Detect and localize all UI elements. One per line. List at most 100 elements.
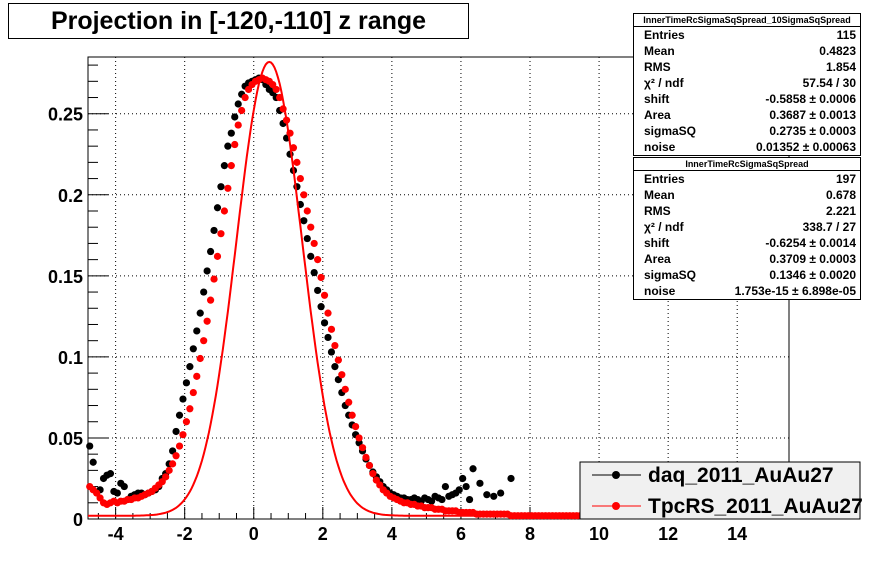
data-point [324,333,332,342]
data-point [455,486,463,494]
data-point [179,431,187,439]
data-point [179,395,187,403]
data-point [365,461,374,470]
y-tick-label: 0.1 [58,348,83,368]
data-point [327,325,336,333]
data-point [106,470,115,478]
data-point [352,423,360,431]
data-point [490,492,498,500]
x-tick-label: 6 [456,524,466,544]
data-point [172,427,180,436]
stats-row-noise: noise 0.01352 ± 0.00063 [644,140,856,154]
legend-box [579,461,861,520]
stats-box-daq: InnerTimeRcSigmaSqSpread_10SigmaSqSpread… [633,13,861,156]
stats-row-chi2: χ² / ndf 57.54 / 30 [644,76,856,90]
stats-row-mean: Mean 0.4823 [644,44,856,58]
data-point [224,184,232,192]
data-point [469,465,477,473]
stats-row-noise: noise 1.753e-15 ± 6.898e-05 [644,284,856,298]
data-point [210,275,218,283]
data-point [317,303,325,311]
data-point [200,337,208,345]
data-point [338,371,346,379]
data-point [438,495,446,504]
data-point [227,162,235,170]
stats-row-entries: Entries 115 [644,28,856,42]
x-tick-label: -4 [108,524,124,544]
data-point [320,291,329,299]
data-point [331,363,339,371]
stats-row-sigmasq: sigmaSQ 0.2735 ± 0.0003 [644,124,856,138]
y-tick-label: 0.15 [48,267,83,287]
data-point [186,405,194,413]
legend-marker-daq [612,471,620,479]
data-point [196,309,204,317]
data-point [213,204,222,212]
data-point [175,411,184,419]
data-point [217,230,225,238]
data-point [220,207,229,215]
data-point [293,158,301,166]
data-point [320,319,329,327]
stats-row-mean: Mean 0.678 [644,188,856,202]
data-point [327,348,336,356]
legend-label-daq: daq_2011_AuAu27 [648,464,834,487]
x-tick-label: 8 [525,524,535,544]
data-point [186,363,194,371]
data-point [193,327,201,335]
data-point [86,442,94,450]
data-point [331,341,339,350]
legend-label-tpcrs: TpcRS_2011_AuAu27 [648,495,863,518]
series-tpcrs [86,74,588,520]
data-point [162,473,170,481]
x-tick-label: 12 [658,524,678,544]
stats-row-rms: RMS 2.221 [644,204,856,218]
stats-row-shift: shift -0.5858 ± 0.0006 [644,92,856,106]
data-point [369,470,377,478]
data-point [206,296,215,304]
data-point [231,140,239,149]
data-point [234,100,242,108]
stats-header: InnerTimeRcSigmaSqSpread [634,158,860,171]
data-point [310,239,318,248]
data-point [224,142,232,150]
x-tick-label: 10 [589,524,609,544]
data-point [227,129,235,137]
data-point [462,482,470,491]
data-point [476,479,484,487]
data-point [238,106,246,115]
x-tick-label: 4 [387,524,397,544]
x-tick-label: 0 [249,524,259,544]
chart-title: Projection in [-120,-110] z range [50,7,427,35]
x-tick-label: 14 [727,524,747,544]
data-point [334,356,342,364]
data-point [169,460,177,468]
x-tick-label: 2 [318,524,328,544]
data-point [189,345,197,353]
data-point [310,269,318,277]
y-axis: 0 0.05 0.1 0.15 0.2 0.25 [48,64,108,530]
data-point [210,226,218,235]
data-point [300,191,308,199]
legend: daq_2011_AuAu27 TpcRS_2011_AuAu27 [579,461,863,520]
data-point [234,121,242,129]
chart-title-box: Projection in [-120,-110] z range [8,3,469,39]
stats-row-area: Area 0.3709 ± 0.0003 [644,252,856,266]
stats-box-tpcrs: InnerTimeRcSigmaSqSpread Entries 197 Mean… [633,157,861,300]
data-point [120,482,128,491]
stats-row-shift: shift -0.6254 ± 0.0014 [644,236,856,250]
fit-curve [88,60,593,517]
stats-header: InnerTimeRcSigmaSqSpread_10SigmaSqSpread [634,14,860,27]
data-point [441,482,450,491]
data-point [303,234,311,243]
data-point [300,217,308,225]
data-point [165,466,173,474]
data-point [182,418,191,426]
stats-row-sigmasq: sigmaSQ 0.1346 ± 0.0020 [644,268,856,282]
data-point [203,317,211,325]
data-point [303,207,311,215]
data-point [113,489,121,497]
stats-row-chi2: χ² / ndf 338.7 / 27 [644,220,856,234]
x-axis: -4 -2 0 2 4 6 8 10 12 14 [97,507,790,544]
data-point [324,309,332,317]
